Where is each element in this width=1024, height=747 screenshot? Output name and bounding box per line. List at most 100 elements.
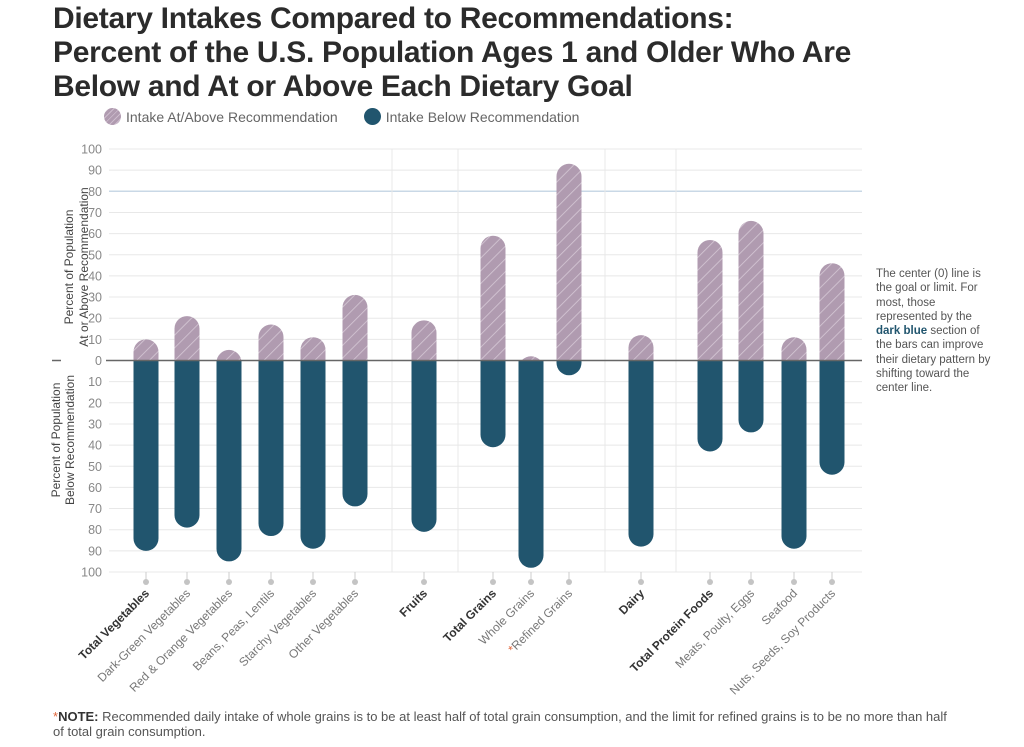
x-tick-dot [490, 579, 496, 585]
legend-item-above: Intake At/Above Recommendation [104, 108, 338, 125]
bar-above [216, 349, 242, 363]
striped-circle-icon [104, 108, 121, 125]
x-tick-label: Total Vegetables [76, 586, 152, 662]
bar-below [738, 360, 764, 433]
y-tick-label: 60 [88, 481, 102, 495]
x-tick-dot [528, 579, 534, 585]
y-tick-label: 80 [88, 523, 102, 537]
bar-below [480, 360, 506, 448]
bar-below [133, 360, 159, 551]
bar-below [556, 360, 582, 376]
x-tick-dot [143, 579, 149, 585]
y-tick-label: 20 [88, 396, 102, 410]
x-tick-dot [791, 579, 797, 585]
side-note-highlight: dark blue [876, 325, 928, 338]
y-tick-label: 100 [81, 566, 102, 580]
x-tick-dot [310, 579, 316, 585]
bar-below [518, 360, 544, 568]
y-tick-label: 30 [88, 417, 102, 431]
bar-above [342, 294, 368, 361]
side-note-text-before: The center (0) line is the goal or limit… [876, 268, 981, 323]
x-tick-dot [707, 579, 713, 585]
x-tick-dot [566, 579, 572, 585]
bar-above [300, 337, 326, 361]
y-tick-label: 0 [95, 354, 102, 368]
bar-above [556, 163, 582, 361]
bar-below [174, 360, 200, 528]
x-tick-dot [268, 579, 274, 585]
x-tick-label: Dairy [616, 586, 647, 617]
chart-title: Dietary Intakes Compared to Recommendati… [53, 2, 953, 104]
bar-above [738, 220, 764, 361]
y-label-top-line-1: Percent of Population [62, 210, 76, 325]
y-tick-label: 90 [88, 544, 102, 558]
bar-above [411, 320, 437, 361]
x-tick-label: Beans, Peas, Lentils [190, 586, 277, 673]
label-text: Dairy [616, 586, 647, 617]
x-tick-label: Starchy Vegetables [236, 586, 319, 669]
x-tick-dot [226, 579, 232, 585]
bar-below [819, 360, 845, 475]
x-tick-dot [638, 579, 644, 585]
x-tick-dot [352, 579, 358, 585]
y-tick-label: 70 [88, 502, 102, 516]
footnote-asterisk: * [53, 709, 59, 724]
side-note: The center (0) line is the goal or limit… [876, 267, 996, 396]
y-tick-label: 70 [88, 206, 102, 220]
y-tick-label: 50 [88, 460, 102, 474]
y-tick-label: 100 [81, 143, 102, 157]
label-text: Meats, Poulty, Eggs [672, 586, 757, 671]
y-tick-label: 80 [88, 185, 102, 199]
bar-above [518, 356, 544, 369]
bar-below [781, 360, 807, 549]
bar-above [480, 235, 506, 361]
title-line-2: Percent of the U.S. Population Ages 1 an… [53, 36, 852, 69]
x-tick-label: Fruits [397, 586, 431, 620]
y-tick-label: 30 [88, 291, 102, 305]
y-tick-label: 10 [88, 333, 102, 347]
x-tick-dot [829, 579, 835, 585]
y-tick-label: 10 [88, 375, 102, 389]
label-text: Fruits [397, 586, 431, 620]
bar-above [133, 339, 159, 361]
y-axis-labels: Percent of Population At or Above Recomm… [49, 187, 91, 505]
bar-below [342, 360, 368, 507]
bar-above [258, 324, 284, 361]
bars [133, 163, 845, 568]
label-text: Beans, Peas, Lentils [190, 586, 277, 673]
bar-below [216, 360, 242, 562]
bar-above [819, 263, 845, 361]
y-tick-label: 20 [88, 312, 102, 326]
legend-label-above: Intake At/Above Recommendation [126, 108, 338, 125]
legend-label-below: Intake Below Recommendation [385, 108, 580, 125]
y-tick-label: 40 [88, 269, 102, 283]
bar-above [174, 316, 200, 361]
y-tick-label: 40 [88, 439, 102, 453]
y-axis-ticks: 0 10 10 20 20 30 30 40 40 50 50 60 60 70 70 80 80 90 90 100… [81, 143, 102, 580]
x-tick-dot [748, 579, 754, 585]
y-tick-label: 50 [88, 248, 102, 262]
title-line-1: Dietary Intakes Compared to Recommendati… [53, 2, 734, 35]
legend-item-below: Intake Below Recommendation [363, 108, 580, 125]
y-tick-label: 60 [88, 227, 102, 241]
bar-below [628, 360, 654, 547]
label-text: Total Vegetables [76, 586, 152, 662]
label-text: Starchy Vegetables [236, 586, 319, 669]
legend: Intake At/Above Recommendation Intake Be… [104, 108, 605, 125]
x-tick-dot [184, 579, 190, 585]
title-line-3: Below and At or Above Each Dietary Goal [53, 70, 633, 103]
bar-below [697, 360, 723, 452]
bar-above [628, 335, 654, 361]
x-tick-label: Meats, Poulty, Eggs [672, 586, 757, 671]
y-label-top-line-2: At or Above Recommendation [77, 187, 91, 346]
bar-below [258, 360, 284, 537]
solid-circle-icon [363, 108, 381, 125]
y-tick-label: 90 [88, 164, 102, 178]
bar-above [781, 337, 807, 361]
footnote-text: Recommended daily intake of whole grains… [53, 709, 947, 739]
y-label-bottom-line-2: Below Recommendation [63, 375, 77, 505]
x-tick-dot [421, 579, 427, 585]
bar-above [697, 239, 723, 361]
